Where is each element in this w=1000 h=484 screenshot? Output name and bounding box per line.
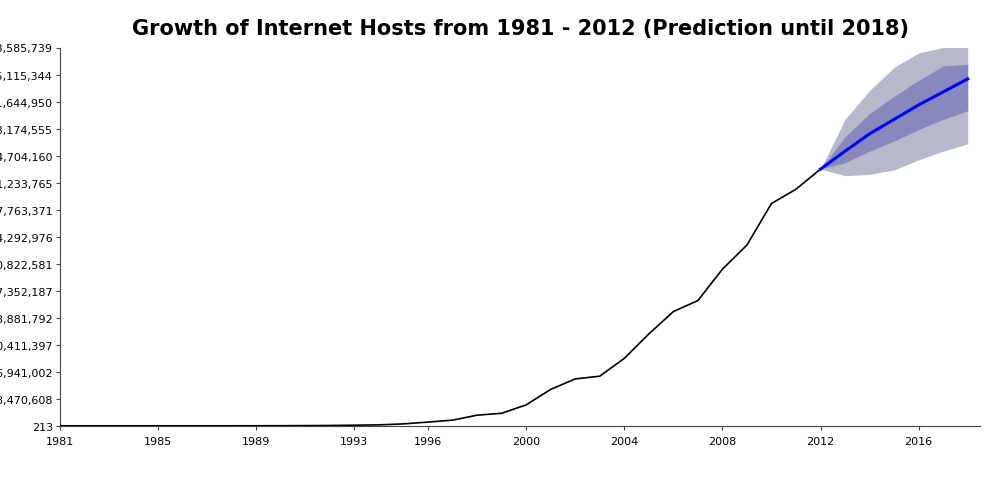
Title: Growth of Internet Hosts from 1981 - 2012 (Prediction until 2018): Growth of Internet Hosts from 1981 - 201… (132, 18, 908, 39)
